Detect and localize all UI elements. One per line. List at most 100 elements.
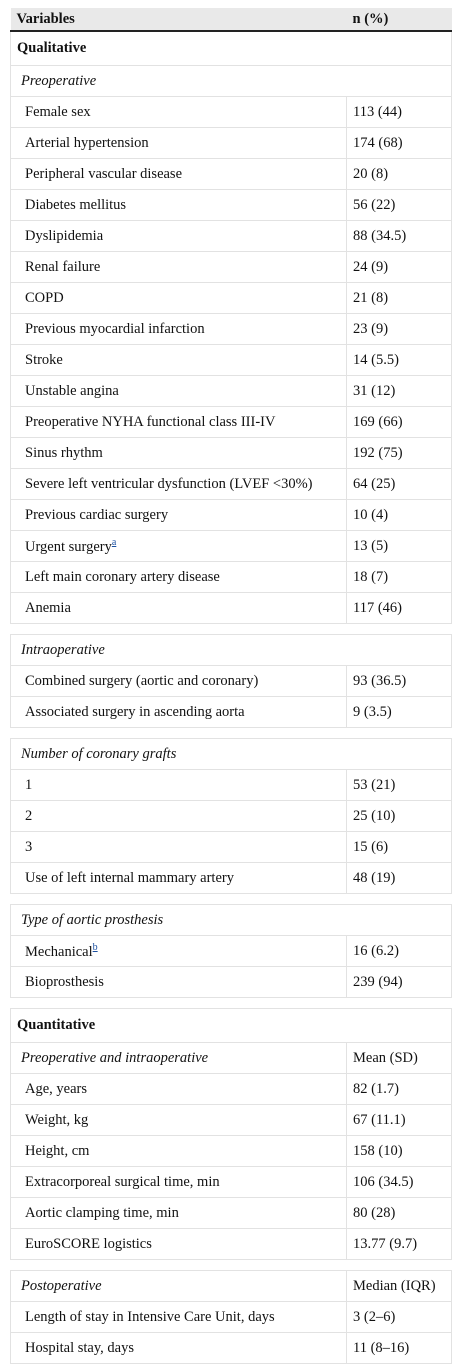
data-row: Weight, kg 67 (11.1)	[10, 1104, 452, 1136]
data-row: Hospital stay, days 11 (8–16)	[10, 1332, 452, 1364]
row-value: 24 (9)	[346, 251, 452, 283]
spacer-cell	[10, 727, 452, 739]
data-row: Urgent surgerya 13 (5)	[10, 530, 452, 562]
row-label: Use of left internal mammary artery	[25, 869, 234, 886]
row-label: 1	[25, 776, 33, 793]
section-row: Qualitative	[10, 30, 452, 66]
row-value: 11 (8–16)	[346, 1332, 452, 1364]
row-value: 82 (1.7)	[346, 1073, 452, 1105]
group-title: Number of coronary grafts	[10, 738, 452, 770]
row-value: 174 (68)	[346, 127, 452, 159]
row-label-cell: Mechanicalb	[10, 935, 347, 967]
data-row: Dyslipidemia 88 (34.5)	[10, 220, 452, 252]
row-value: 25 (10)	[346, 800, 452, 832]
group-row: Intraoperative	[10, 634, 452, 666]
row-value: 23 (9)	[346, 313, 452, 345]
data-row: Use of left internal mammary artery 48 (1…	[10, 862, 452, 894]
row-value: 21 (8)	[346, 282, 452, 314]
row-label-cell: 2	[10, 800, 347, 832]
row-label: Stroke	[25, 351, 63, 368]
data-row: Preoperative NYHA functional class III-I…	[10, 406, 452, 438]
row-label: Peripheral vascular disease	[25, 165, 183, 182]
spacer-row	[10, 727, 452, 739]
group-stat: Median (IQR)	[346, 1270, 452, 1302]
spacer-row	[10, 893, 452, 905]
row-label-cell: COPD	[10, 282, 347, 314]
row-value: 13 (5)	[346, 530, 452, 562]
row-label: Unstable angina	[25, 382, 119, 399]
row-value: 239 (94)	[346, 966, 452, 998]
data-row: Unstable angina 31 (12)	[10, 375, 452, 407]
data-row: Mechanicalb 16 (6.2)	[10, 935, 452, 967]
row-value: 16 (6.2)	[346, 935, 452, 967]
data-table: Variables n (%) Qualitative Preoperative F…	[10, 8, 452, 1364]
data-row: Stroke 14 (5.5)	[10, 344, 452, 376]
row-value: 169 (66)	[346, 406, 452, 438]
data-row: COPD 21 (8)	[10, 282, 452, 314]
data-row: Female sex 113 (44)	[10, 96, 452, 128]
row-label: Previous cardiac surgery	[25, 506, 169, 523]
row-label-cell: Age, years	[10, 1073, 347, 1105]
row-value: 64 (25)	[346, 468, 452, 500]
header-variable: Variables	[10, 8, 347, 32]
group-title: Preoperative and intraoperative	[10, 1042, 347, 1074]
spacer-cell	[10, 997, 452, 1009]
row-label: Hospital stay, days	[25, 1339, 135, 1356]
group-title: Preoperative	[10, 65, 452, 97]
row-label-cell: Anemia	[10, 592, 347, 624]
row-value: 14 (5.5)	[346, 344, 452, 376]
row-label-cell: Peripheral vascular disease	[10, 158, 347, 190]
row-label: Extracorporeal surgical time, min	[25, 1173, 220, 1190]
group-title: Intraoperative	[10, 634, 452, 666]
row-label: Dyslipidemia	[25, 227, 104, 244]
row-label-cell: Preoperative NYHA functional class III-I…	[10, 406, 347, 438]
data-row: Combined surgery (aortic and coronary) 93…	[10, 665, 452, 697]
row-label-cell: Left main coronary artery disease	[10, 561, 347, 593]
section-row: Quantitative	[10, 1008, 452, 1043]
row-label-cell: Previous myocardial infarction	[10, 313, 347, 345]
row-label: COPD	[25, 289, 64, 306]
row-label-cell: 3	[10, 831, 347, 863]
header-row: Variables n (%)	[10, 8, 452, 32]
row-value: 80 (28)	[346, 1197, 452, 1229]
group-row: Postoperative Median (IQR)	[10, 1270, 452, 1302]
group-row: Number of coronary grafts	[10, 738, 452, 770]
section-title: Quantitative	[10, 1008, 452, 1043]
row-value: 93 (36.5)	[346, 665, 452, 697]
data-row: Previous cardiac surgery 10 (4)	[10, 499, 452, 531]
row-label-cell: Dyslipidemia	[10, 220, 347, 252]
row-value: 113 (44)	[346, 96, 452, 128]
row-label-cell: Arterial hypertension	[10, 127, 347, 159]
row-label-cell: Combined surgery (aortic and coronary)	[10, 665, 347, 697]
row-value: 15 (6)	[346, 831, 452, 863]
spacer-cell	[10, 893, 452, 905]
row-label: Weight, kg	[25, 1111, 89, 1128]
table-body: Qualitative Preoperative Female sex 113 (44…	[10, 30, 452, 1364]
data-row: Arterial hypertension 174 (68)	[10, 127, 452, 159]
row-label-cell: Previous cardiac surgery	[10, 499, 347, 531]
row-label-cell: Female sex	[10, 96, 347, 128]
row-value: 20 (8)	[346, 158, 452, 190]
row-label: Severe left ventricular dysfunction (LVE…	[25, 475, 313, 492]
row-value: 88 (34.5)	[346, 220, 452, 252]
row-label-cell: Diabetes mellitus	[10, 189, 347, 221]
data-row: Age, years 82 (1.7)	[10, 1073, 452, 1105]
row-label: Age, years	[25, 1080, 88, 1097]
group-stat: Mean (SD)	[346, 1042, 452, 1074]
spacer-row	[10, 623, 452, 635]
row-value: 13.77 (9.7)	[346, 1228, 452, 1260]
group-title: Postoperative	[10, 1270, 347, 1302]
row-label-cell: Sinus rhythm	[10, 437, 347, 469]
spacer-cell	[10, 1259, 452, 1271]
row-label: Aortic clamping time, min	[25, 1204, 179, 1221]
group-row: Preoperative and intraoperative Mean (SD)	[10, 1042, 452, 1074]
row-label-cell: Hospital stay, days	[10, 1332, 347, 1364]
row-value: 53 (21)	[346, 769, 452, 801]
row-label-cell: Weight, kg	[10, 1104, 347, 1136]
header-n: n (%)	[346, 8, 452, 32]
row-value: 117 (46)	[346, 592, 452, 624]
row-label-cell: Height, cm	[10, 1135, 347, 1167]
section-title: Qualitative	[10, 30, 452, 66]
row-label: Arterial hypertension	[25, 134, 149, 151]
row-label: Associated surgery in ascending aorta	[25, 703, 245, 720]
